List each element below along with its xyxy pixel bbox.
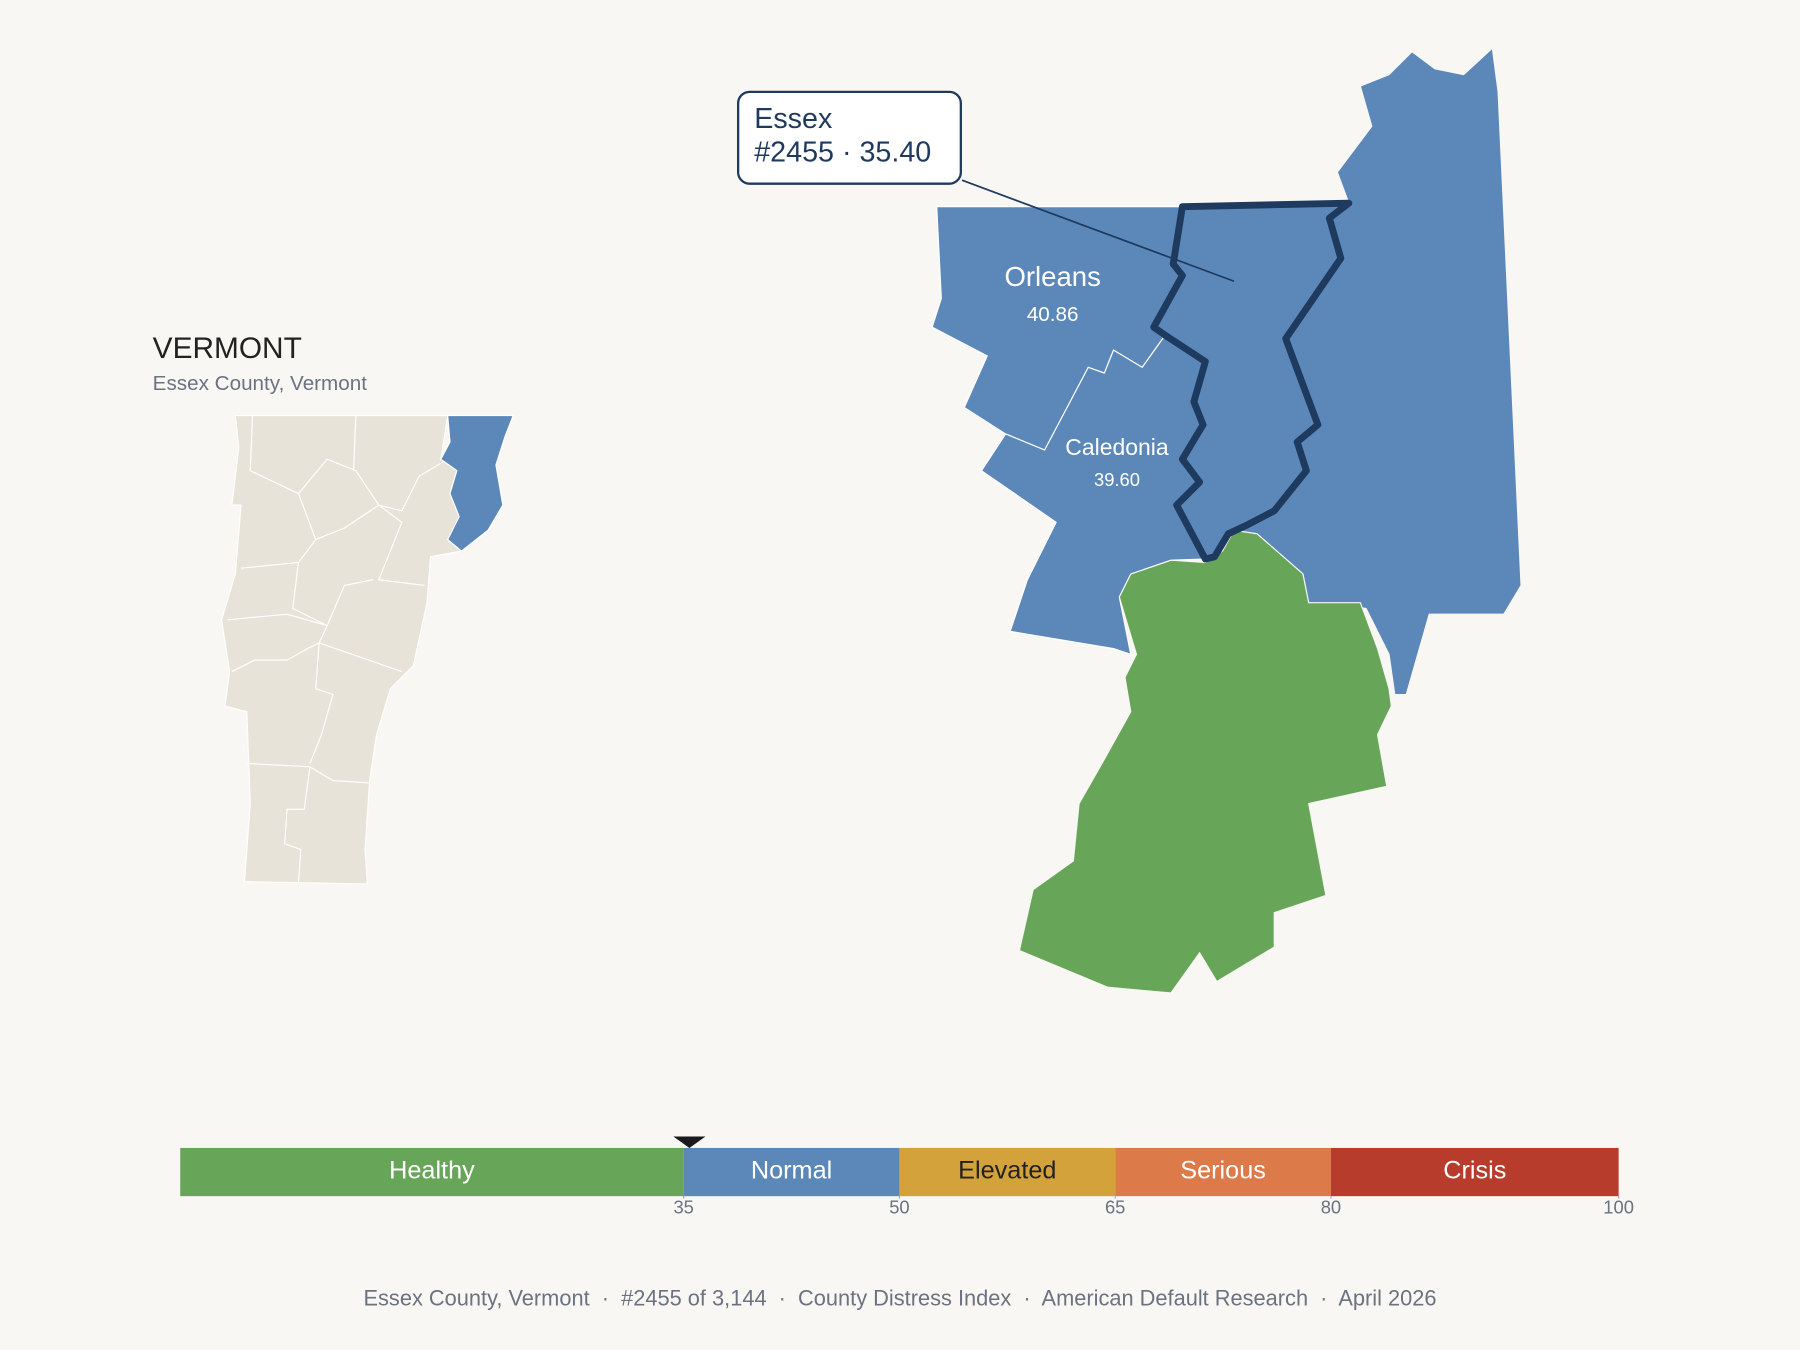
scale-band (1115, 1147, 1331, 1197)
tooltip-value: #2455 · 35.40 (754, 136, 931, 168)
tick-label: 35 (673, 1197, 693, 1218)
tooltip: Essex #2455 · 35.40 (736, 90, 1235, 283)
scale-band (1330, 1147, 1619, 1197)
county-score: 39.60 (1094, 469, 1140, 490)
band-label: Crisis (1443, 1157, 1506, 1185)
highlight-minimap (440, 414, 514, 552)
tick-label: 80 (1321, 1197, 1341, 1218)
score-marker (673, 1136, 706, 1148)
neighbor-county (1018, 529, 1392, 994)
scale-band (899, 1147, 1116, 1197)
tooltip-box (736, 90, 962, 185)
band-label: Healthy (389, 1157, 475, 1185)
county-label: Orleans (1004, 261, 1100, 292)
band-label: Elevated (958, 1157, 1056, 1185)
tick-label: 100 (1603, 1197, 1634, 1218)
band-label: Serious (1180, 1157, 1266, 1185)
tooltip-leader (961, 179, 1235, 283)
band-label: Normal (751, 1157, 832, 1185)
scale-band (683, 1147, 900, 1197)
scale-bar: Healthy Normal Elevated Serious Crisis 35 50 65… (180, 1136, 1634, 1218)
county-score: 40.86 (1027, 303, 1079, 326)
scale-band (180, 1147, 684, 1197)
subtitle: Essex County, Vermont (153, 372, 368, 395)
county-map: Orleans 40.86 Caledonia 39.60 (931, 47, 1522, 994)
highlight-county (1150, 199, 1353, 563)
tick-label: 50 (889, 1197, 909, 1218)
county-label: Caledonia (1065, 434, 1169, 460)
footer: Essex County, Vermont · #2455 of 3,144 ·… (364, 1285, 1437, 1310)
state-title: VERMONT (153, 332, 302, 365)
state-minimap (220, 414, 514, 885)
tooltip-title: Essex (754, 103, 833, 135)
tick-label: 65 (1105, 1197, 1125, 1218)
county-lines (227, 415, 448, 884)
